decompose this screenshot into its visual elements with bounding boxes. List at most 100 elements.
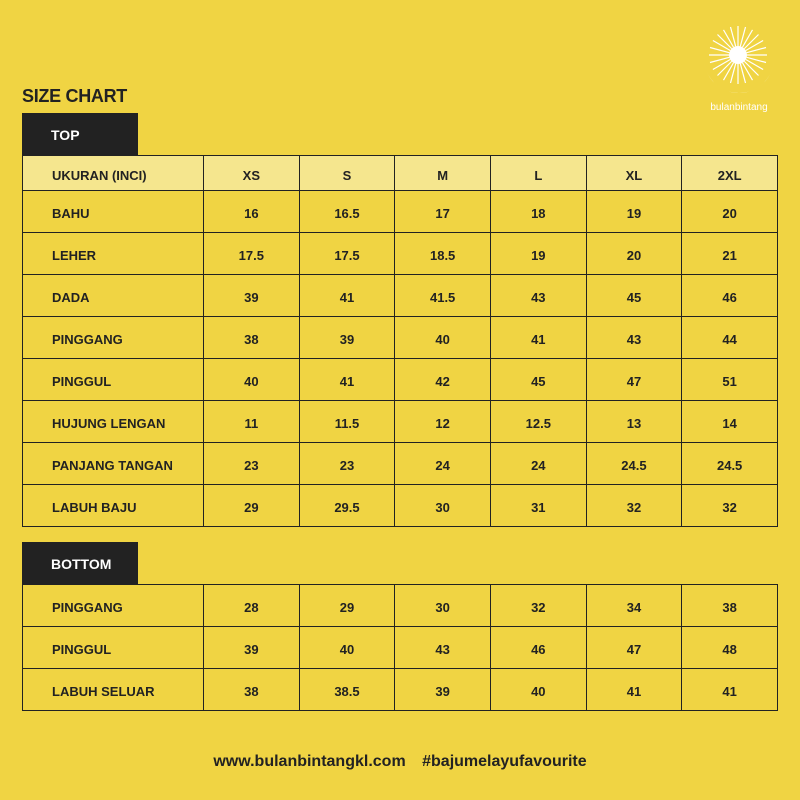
size-value: 18	[489, 190, 587, 233]
table-row: DADA 39 41 41.5 43 45 46	[22, 274, 778, 317]
website-link[interactable]: www.bulanbintangkl.com	[213, 753, 406, 770]
size-header: S	[298, 155, 396, 191]
size-value: 41.5	[394, 274, 491, 317]
size-value: 40	[489, 668, 587, 711]
size-header: 2XL	[681, 155, 778, 191]
size-value: 46	[489, 626, 587, 669]
measure-label: LABUH SELUAR	[22, 668, 204, 711]
measure-label: BAHU	[22, 190, 204, 233]
table-row: HUJUNG LENGAN 11 11.5 12 12.5 13 14	[22, 400, 778, 443]
size-value: 41	[489, 316, 587, 359]
page-title: SIZE CHART	[22, 86, 128, 106]
size-value: 39	[298, 316, 396, 359]
size-value: 38	[203, 668, 300, 711]
size-value: 13	[585, 400, 683, 443]
size-value: 30	[394, 584, 491, 627]
size-value: 14	[681, 400, 778, 443]
size-value: 24	[489, 442, 587, 485]
size-value: 11.5	[298, 400, 396, 443]
size-value: 32	[489, 584, 587, 627]
size-value: 43	[489, 274, 587, 317]
size-value: 42	[394, 358, 491, 401]
hashtag: #bajumelayufavourite	[422, 753, 587, 770]
size-value: 30	[394, 484, 491, 527]
size-value: 41	[298, 274, 396, 317]
size-value: 20	[681, 190, 778, 233]
size-value: 47	[585, 358, 683, 401]
size-value: 41	[585, 668, 683, 711]
table-row: PINGGUL 40 41 42 45 47 51	[22, 358, 778, 401]
bottom-size-table: PINGGANG 28 29 30 32 34 38 PINGGUL 39 40 43 46 47 48 L…	[22, 584, 778, 711]
measure-label: PINGGANG	[22, 584, 204, 627]
size-value: 29	[203, 484, 300, 527]
sun-crescent-icon: bulanbintang	[704, 26, 774, 113]
table-row: LABUH SELUAR 38 38.5 39 40 41 41	[22, 668, 778, 711]
size-value: 43	[394, 626, 491, 669]
size-value: 48	[681, 626, 778, 669]
measure-label: PANJANG TANGAN	[22, 442, 204, 485]
size-value: 23	[298, 442, 396, 485]
measure-label: PINGGUL	[22, 626, 204, 669]
size-value: 32	[681, 484, 778, 527]
measure-label: PINGGUL	[22, 358, 204, 401]
size-value: 21	[681, 232, 778, 275]
table-row: LABUH BAJU 29 29.5 30 31 32 32	[22, 484, 778, 527]
size-value: 38	[203, 316, 300, 359]
size-value: 17.5	[203, 232, 300, 275]
size-value: 18.5	[394, 232, 491, 275]
size-value: 12.5	[489, 400, 587, 443]
size-header: L	[489, 155, 587, 191]
size-value: 51	[681, 358, 778, 401]
section-tab-bottom: BOTTOM	[22, 542, 138, 584]
measure-label: LABUH BAJU	[22, 484, 204, 527]
size-value: 19	[585, 190, 683, 233]
brand-name: bulanbintang	[710, 102, 767, 113]
size-value: 17	[394, 190, 491, 233]
size-value: 43	[585, 316, 683, 359]
table-row: PINGGANG 38 39 40 41 43 44	[22, 316, 778, 359]
size-value: 40	[203, 358, 300, 401]
measure-label: LEHER	[22, 232, 204, 275]
size-value: 11	[203, 400, 300, 443]
section-tab-top: TOP	[22, 113, 138, 155]
size-value: 41	[681, 668, 778, 711]
footer: www.bulanbintangkl.com #bajumelayufavour…	[0, 753, 800, 771]
top-size-table: UKURAN (INCI) XS S M L XL 2XL BAHU 16 16.5 17 18 19…	[22, 155, 778, 527]
size-header: XL	[585, 155, 683, 191]
size-value: 45	[489, 358, 587, 401]
table-row: PINGGUL 39 40 43 46 47 48	[22, 626, 778, 669]
size-value: 20	[585, 232, 683, 275]
size-value: 39	[394, 668, 491, 711]
size-header: XS	[203, 155, 300, 191]
size-value: 23	[203, 442, 300, 485]
size-value: 41	[298, 358, 396, 401]
brand-logo: bulanbintang	[698, 20, 780, 120]
measure-label: PINGGANG	[22, 316, 204, 359]
size-value: 31	[489, 484, 587, 527]
size-value: 38	[681, 584, 778, 627]
size-value: 45	[585, 274, 683, 317]
table-row: PINGGANG 28 29 30 32 34 38	[22, 584, 778, 627]
size-value: 47	[585, 626, 683, 669]
size-value: 12	[394, 400, 491, 443]
size-value: 29.5	[298, 484, 396, 527]
table-row: LEHER 17.5 17.5 18.5 19 20 21	[22, 232, 778, 275]
size-value: 34	[585, 584, 683, 627]
measure-header: UKURAN (INCI)	[22, 155, 204, 191]
size-value: 17.5	[298, 232, 396, 275]
measure-label: HUJUNG LENGAN	[22, 400, 204, 443]
table-row: BAHU 16 16.5 17 18 19 20	[22, 190, 778, 233]
size-header: M	[394, 155, 491, 191]
table-row: PANJANG TANGAN 23 23 24 24 24.5 24.5	[22, 442, 778, 485]
size-value: 40	[394, 316, 491, 359]
size-value: 39	[203, 274, 300, 317]
size-value: 46	[681, 274, 778, 317]
size-value: 40	[298, 626, 396, 669]
size-value: 28	[203, 584, 300, 627]
size-value: 38.5	[298, 668, 396, 711]
measure-label: DADA	[22, 274, 204, 317]
size-value: 44	[681, 316, 778, 359]
size-value: 32	[585, 484, 683, 527]
size-value: 16	[203, 190, 300, 233]
size-value: 16.5	[298, 190, 396, 233]
